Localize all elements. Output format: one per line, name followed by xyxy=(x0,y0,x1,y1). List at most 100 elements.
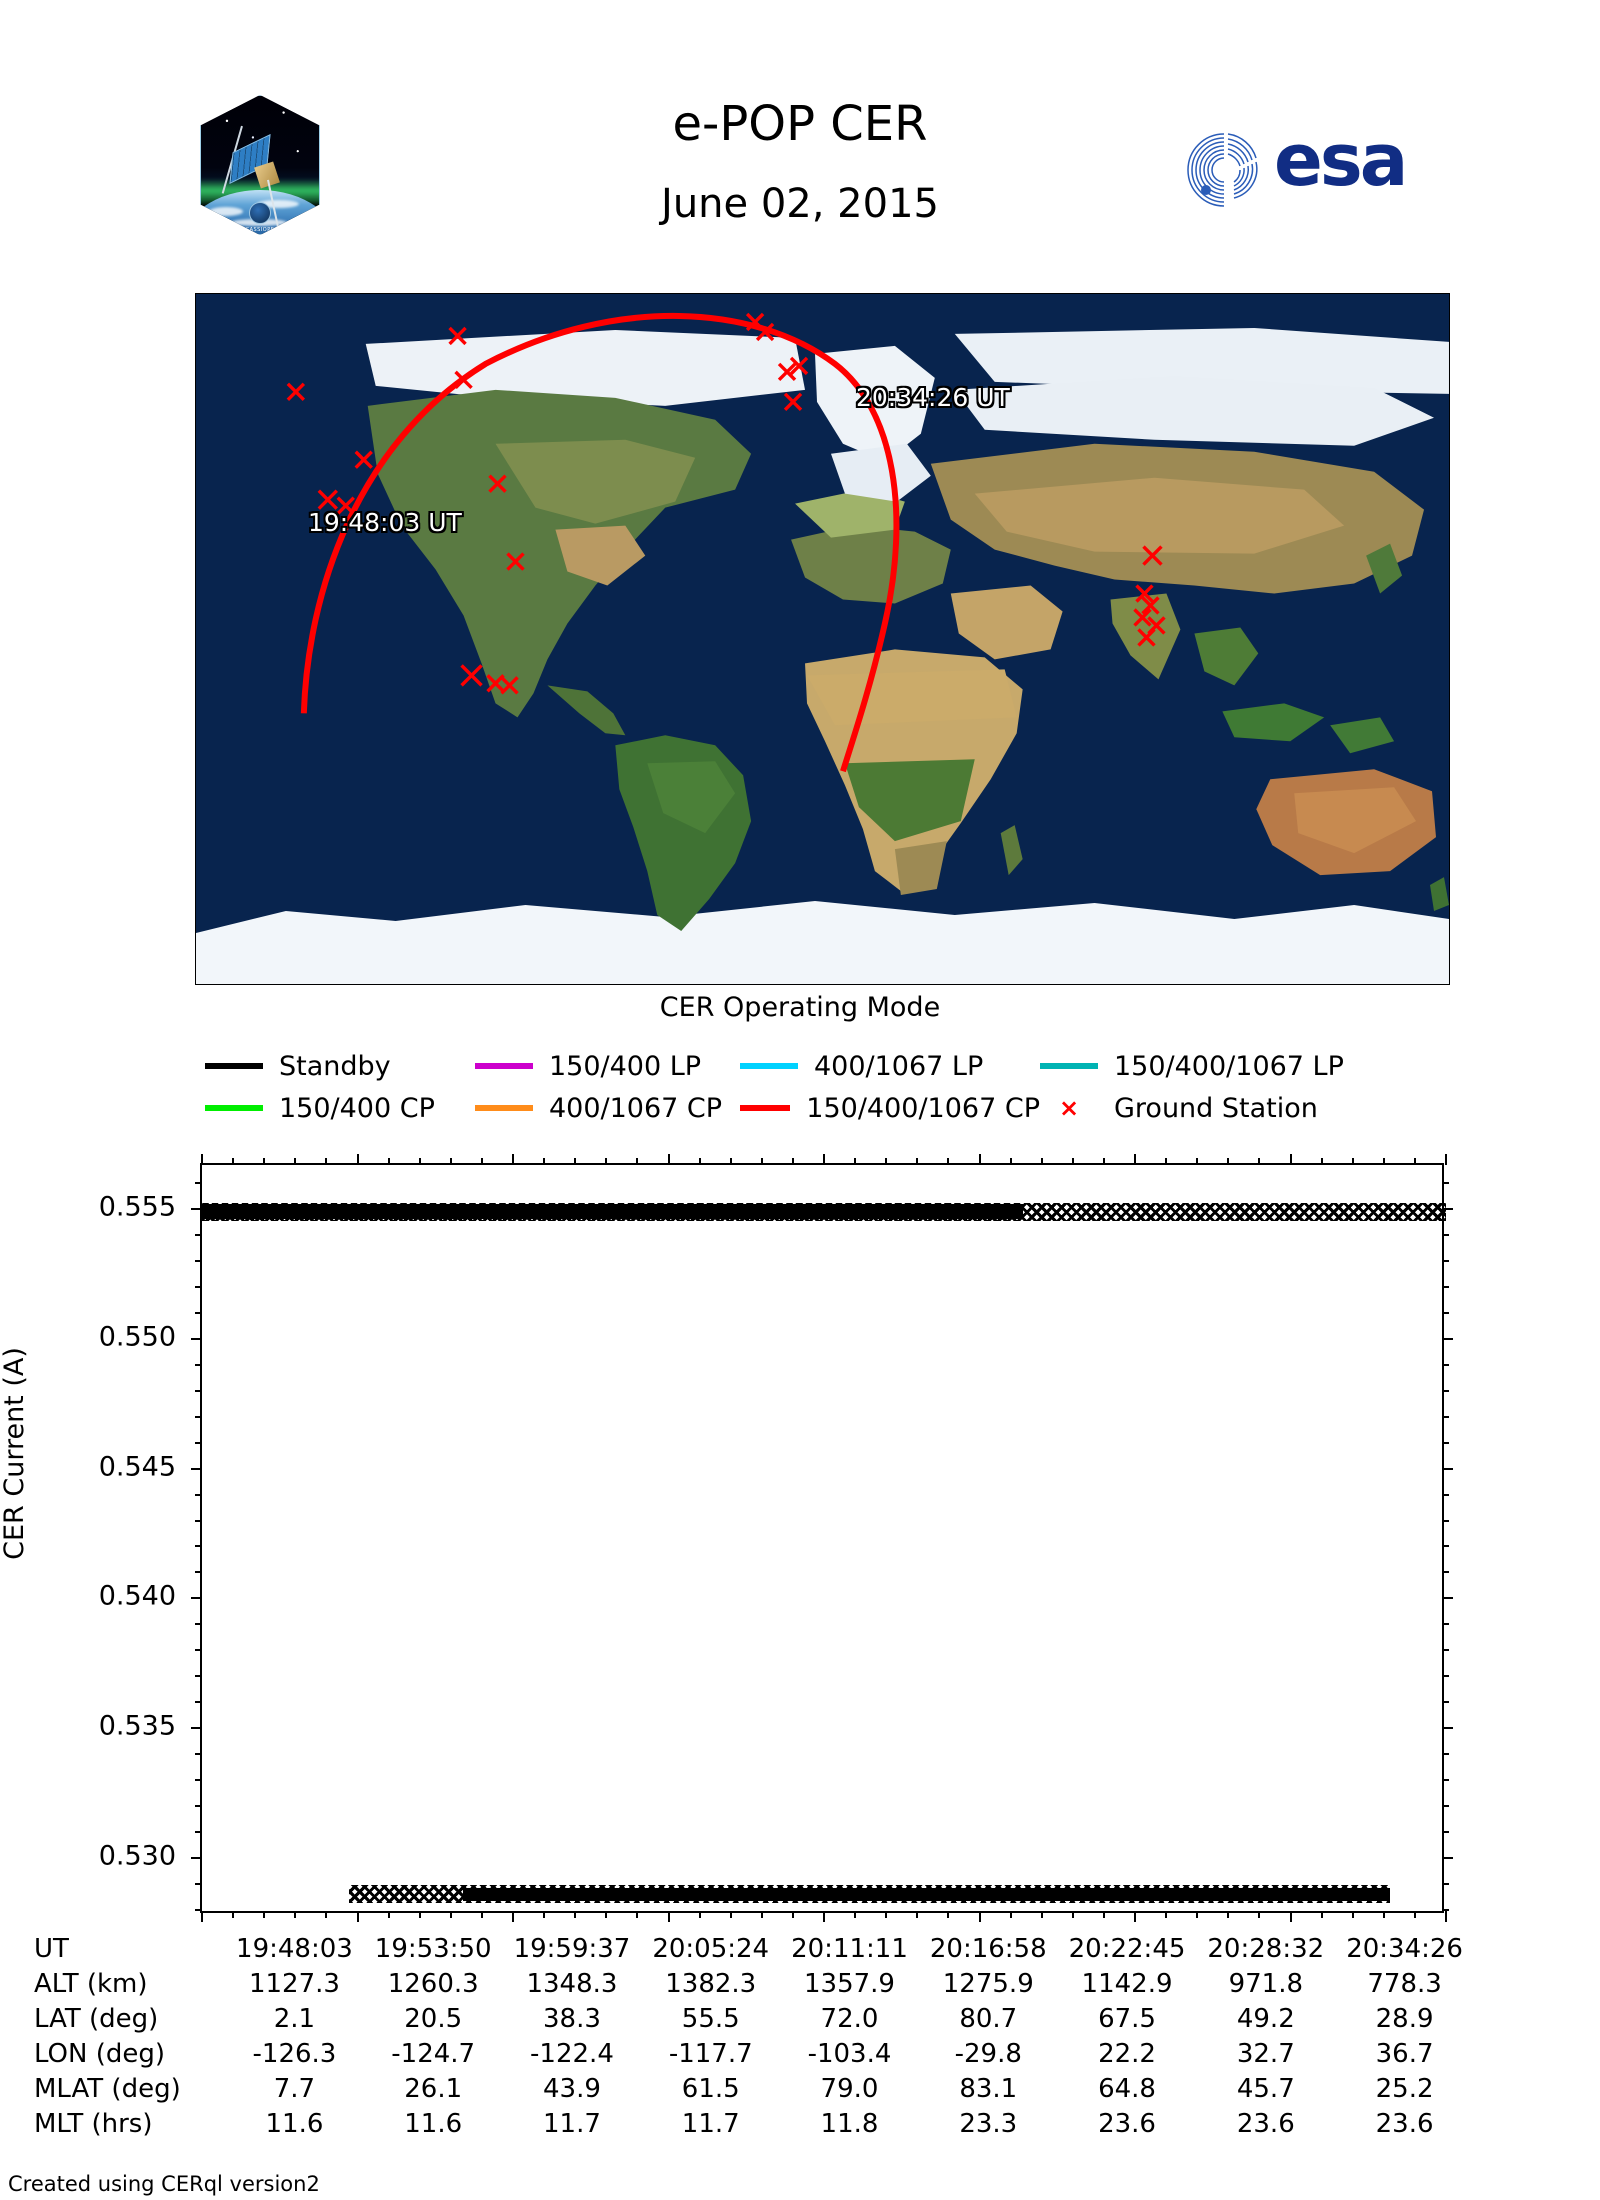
x-axis-minor-tick xyxy=(1258,1158,1261,1165)
legend-item-150-400-1067-lp[interactable]: 150/400/1067 LP xyxy=(1040,1051,1344,1082)
y-axis-minor-tick xyxy=(1442,1260,1449,1263)
legend-label-150-400-cp: 150/400 CP xyxy=(279,1092,435,1124)
orbit-ground-track xyxy=(300,312,900,773)
table-row-label: MLAT (deg) xyxy=(34,2074,181,2105)
y-axis-minor-tick xyxy=(195,1260,202,1263)
table-cell: 11.6 xyxy=(265,2109,324,2140)
table-cell: -126.3 xyxy=(252,2039,337,2070)
x-axis-minor-tick xyxy=(605,1158,608,1165)
y-axis-minor-tick xyxy=(1442,1623,1449,1626)
y-axis-minor-tick xyxy=(195,1311,202,1314)
legend-label-150-400-1067-cp: 150/400/1067 CP xyxy=(806,1092,1040,1124)
x-axis-minor-tick xyxy=(760,1911,763,1918)
x-axis-minor-tick xyxy=(1009,1911,1012,1918)
table-cell: 80.7 xyxy=(959,2004,1018,2035)
x-axis-major-tick xyxy=(1134,1911,1136,1922)
table-cell: -117.7 xyxy=(668,2039,753,2070)
x-axis-minor-tick xyxy=(418,1911,421,1918)
table-cell: 19:48:03 xyxy=(236,1934,353,1964)
legend-item-standby[interactable]: Standby xyxy=(205,1051,475,1082)
y-axis-minor-tick xyxy=(195,1415,202,1418)
y-axis-minor-tick xyxy=(1442,1519,1449,1522)
x-axis-major-tick xyxy=(356,1911,359,1922)
table-cell: 1275.9 xyxy=(942,1969,1034,2000)
y-axis-minor-tick xyxy=(1442,1908,1449,1911)
y-axis-minor-tick xyxy=(195,1182,202,1185)
x-axis-minor-tick xyxy=(854,1911,857,1918)
y-axis-minor-tick xyxy=(1442,1571,1449,1574)
table-cell: 1142.9 xyxy=(1081,1969,1173,2000)
table-cell: 64.8 xyxy=(1098,2074,1156,2105)
y-axis-minor-tick xyxy=(1442,1830,1449,1833)
x-axis-major-tick xyxy=(512,1154,514,1165)
x-axis-major-tick xyxy=(1289,1911,1292,1922)
table-cell: 23.6 xyxy=(1098,2109,1156,2140)
map-end-time-label: 20:34:26 UT xyxy=(856,383,1010,412)
y-axis-tick-label: 0.530 xyxy=(98,1840,176,1872)
x-axis-minor-tick xyxy=(1351,1158,1354,1165)
legend-swatch-150-400-lp xyxy=(475,1063,533,1069)
y-axis-major-tick xyxy=(1442,1727,1453,1730)
x-axis-minor-tick xyxy=(760,1158,763,1165)
x-axis-minor-tick xyxy=(232,1158,235,1165)
x-axis-minor-tick xyxy=(387,1158,390,1165)
legend-item-150-400-lp[interactable]: 150/400 LP xyxy=(475,1051,740,1082)
page-header: CASSIOPE e-POP CER June 02, 2015 xyxy=(0,0,1600,270)
table-cell: 23.6 xyxy=(1236,2109,1295,2140)
legend-item-ground-station[interactable]: × Ground Station xyxy=(1040,1093,1318,1124)
x-axis-minor-tick xyxy=(449,1158,452,1165)
table-row-label: UT xyxy=(34,1934,69,1964)
y-axis-minor-tick xyxy=(1442,1805,1449,1807)
cer-current-plot[interactable] xyxy=(191,1154,1453,1922)
legend-item-150-400-cp[interactable]: 150/400 CP xyxy=(205,1093,475,1124)
y-axis-minor-tick xyxy=(195,1675,202,1678)
page-date: June 02, 2015 xyxy=(661,181,939,227)
x-axis-major-tick xyxy=(978,1911,981,1922)
x-axis-minor-tick xyxy=(232,1911,235,1918)
table-row-label: LAT (deg) xyxy=(34,2004,159,2035)
y-axis-minor-tick xyxy=(1442,1753,1449,1756)
table-cell: 79.0 xyxy=(820,2074,879,2105)
x-axis-minor-tick xyxy=(916,1158,919,1165)
legend-item-150-400-1067-cp[interactable]: 150/400/1067 CP xyxy=(740,1093,1040,1124)
legend-item-400-1067-cp[interactable]: 400/1067 CP xyxy=(475,1093,740,1124)
y-axis-tick-label: 0.550 xyxy=(98,1321,176,1353)
legend-swatch-150-400-1067-cp xyxy=(740,1105,791,1111)
x-axis-minor-tick xyxy=(1040,1911,1043,1918)
cassiope-mission-logo: CASSIOPE xyxy=(200,95,320,235)
legend-swatch-standby xyxy=(205,1063,263,1069)
x-axis-minor-tick xyxy=(480,1158,483,1165)
x-axis-minor-tick xyxy=(574,1158,577,1165)
y-axis-minor-tick xyxy=(1442,1363,1449,1366)
y-axis-major-tick xyxy=(191,1337,202,1340)
table-row: UT 19:48:03 19:53:50 19:59:37 20:05:24 20:11:… xyxy=(34,1935,1474,1970)
table-cell: 19:59:37 xyxy=(513,1934,631,1964)
table-cell: -122.4 xyxy=(530,2039,614,2070)
table-row-label: MLT (hrs) xyxy=(34,2109,153,2140)
x-axis-major-tick xyxy=(201,1154,203,1165)
x-axis-major-tick xyxy=(356,1154,359,1165)
x-axis-minor-tick xyxy=(1227,1158,1230,1165)
data-series-dense-segment xyxy=(202,1204,1024,1220)
table-cell: 20.5 xyxy=(404,2004,463,2035)
x-axis-minor-tick xyxy=(263,1911,266,1918)
y-axis-minor-tick xyxy=(1442,1545,1449,1548)
x-axis-minor-tick xyxy=(1196,1158,1199,1165)
y-axis-minor-tick xyxy=(1442,1415,1449,1418)
x-axis-minor-tick xyxy=(636,1911,639,1918)
table-cell: 11.7 xyxy=(543,2109,601,2140)
world-map-panel[interactable]: 19:48:03 UT 20:34:26 UT xyxy=(195,293,1450,985)
table-cell: 49.2 xyxy=(1236,2004,1295,2035)
table-cell: 7.7 xyxy=(273,2074,316,2105)
y-axis-major-tick xyxy=(191,1208,202,1211)
legend-swatch-400-1067-cp xyxy=(475,1105,533,1111)
x-axis-major-tick xyxy=(1134,1154,1136,1165)
x-axis-minor-tick xyxy=(449,1911,452,1918)
legend-item-400-1067-lp[interactable]: 400/1067 LP xyxy=(740,1051,1040,1082)
table-cell: 38.3 xyxy=(543,2004,601,2035)
x-axis-minor-tick xyxy=(1165,1911,1168,1918)
y-axis-minor-tick xyxy=(195,1830,202,1833)
table-cell: 23.3 xyxy=(959,2109,1018,2140)
y-axis-minor-tick xyxy=(195,1908,202,1911)
logo-cloud xyxy=(209,207,243,216)
